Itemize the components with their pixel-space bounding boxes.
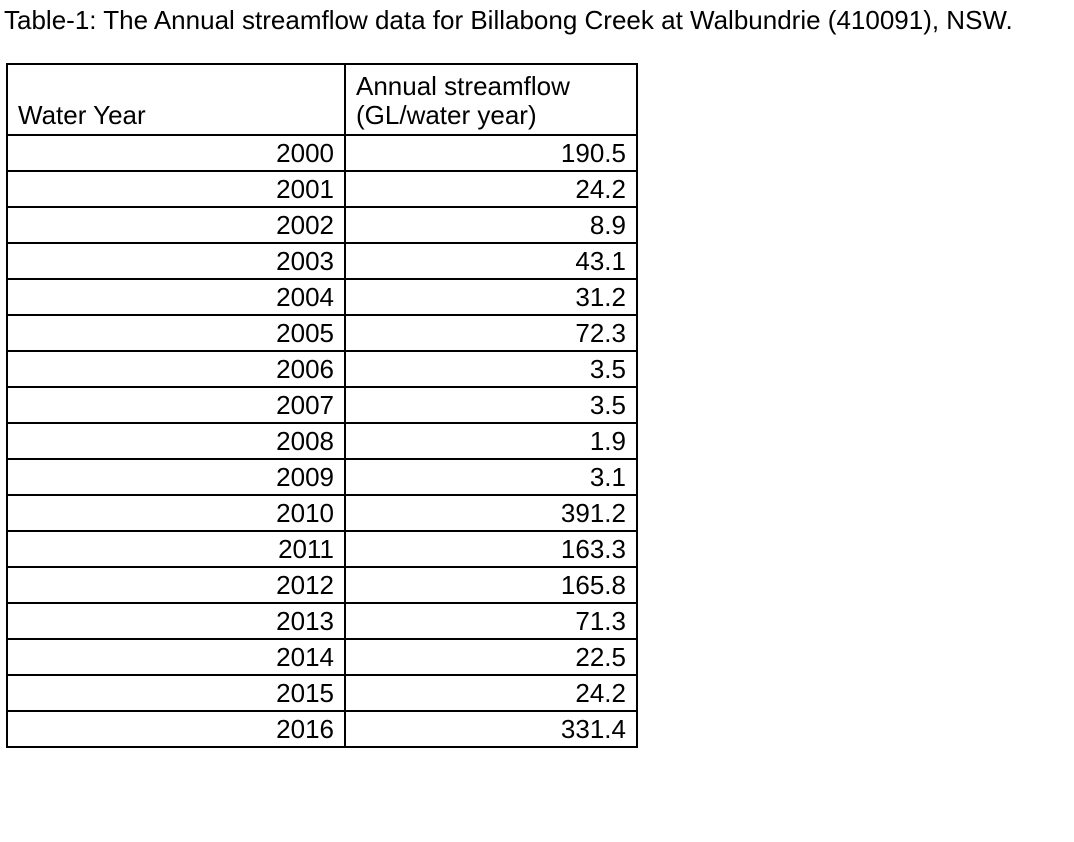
table-row: 2007 3.5	[6, 386, 638, 424]
year-cell: 2009	[6, 458, 346, 496]
table-row: 2012 165.8	[6, 566, 638, 604]
flow-cell: 71.3	[344, 602, 638, 640]
flow-cell: 22.5	[344, 638, 638, 676]
year-cell: 2011	[6, 530, 346, 568]
year-cell: 2002	[6, 206, 346, 244]
col-header-water-year: Water Year	[6, 63, 346, 136]
flow-cell: 331.4	[344, 710, 638, 748]
flow-cell: 3.5	[344, 350, 638, 388]
year-cell: 2008	[6, 422, 346, 460]
year-cell: 2006	[6, 350, 346, 388]
year-cell: 2001	[6, 170, 346, 208]
flow-cell: 3.5	[344, 386, 638, 424]
year-cell: 2014	[6, 638, 346, 676]
flow-cell: 43.1	[344, 242, 638, 280]
year-cell: 2016	[6, 710, 346, 748]
table-row: 2002 8.9	[6, 206, 638, 244]
year-cell: 2015	[6, 674, 346, 712]
table-body: 2000 190.5 2001 24.2 2002 8.9 2003 43.1 2004 31.2…	[6, 134, 638, 748]
streamflow-table: Water Year Annual streamflow (GL/water y…	[6, 63, 638, 748]
flow-cell: 72.3	[344, 314, 638, 352]
year-cell: 2005	[6, 314, 346, 352]
flow-cell: 190.5	[344, 134, 638, 172]
table-row: 2016 331.4	[6, 710, 638, 748]
flow-cell: 31.2	[344, 278, 638, 316]
table-row: 2005 72.3	[6, 314, 638, 352]
flow-cell: 24.2	[344, 674, 638, 712]
table-row: 2006 3.5	[6, 350, 638, 388]
table-row: 2010 391.2	[6, 494, 638, 532]
table-row: 2009 3.1	[6, 458, 638, 496]
year-cell: 2000	[6, 134, 346, 172]
table-row: 2004 31.2	[6, 278, 638, 316]
header-row: Water Year Annual streamflow (GL/water y…	[6, 63, 638, 136]
year-cell: 2007	[6, 386, 346, 424]
col-header-annual-streamflow-line1: Annual streamflow	[356, 71, 570, 101]
flow-cell: 3.1	[344, 458, 638, 496]
year-cell: 2003	[6, 242, 346, 280]
flow-cell: 163.3	[344, 530, 638, 568]
flow-cell: 24.2	[344, 170, 638, 208]
year-cell: 2012	[6, 566, 346, 604]
flow-cell: 165.8	[344, 566, 638, 604]
flow-cell: 8.9	[344, 206, 638, 244]
col-header-annual-streamflow-line2: (GL/water year)	[356, 100, 537, 130]
flow-cell: 1.9	[344, 422, 638, 460]
flow-cell: 391.2	[344, 494, 638, 532]
table-row: 2008 1.9	[6, 422, 638, 460]
year-cell: 2010	[6, 494, 346, 532]
year-cell: 2013	[6, 602, 346, 640]
table-row: 2000 190.5	[6, 134, 638, 172]
table-row: 2011 163.3	[6, 530, 638, 568]
year-cell: 2004	[6, 278, 346, 316]
table-row: 2001 24.2	[6, 170, 638, 208]
table-row: 2013 71.3	[6, 602, 638, 640]
table-row: 2015 24.2	[6, 674, 638, 712]
col-header-annual-streamflow: Annual streamflow (GL/water year)	[344, 63, 638, 136]
table-caption: Table-1: The Annual streamflow data for …	[4, 5, 1013, 35]
table-row: 2014 22.5	[6, 638, 638, 676]
table-row: 2003 43.1	[6, 242, 638, 280]
